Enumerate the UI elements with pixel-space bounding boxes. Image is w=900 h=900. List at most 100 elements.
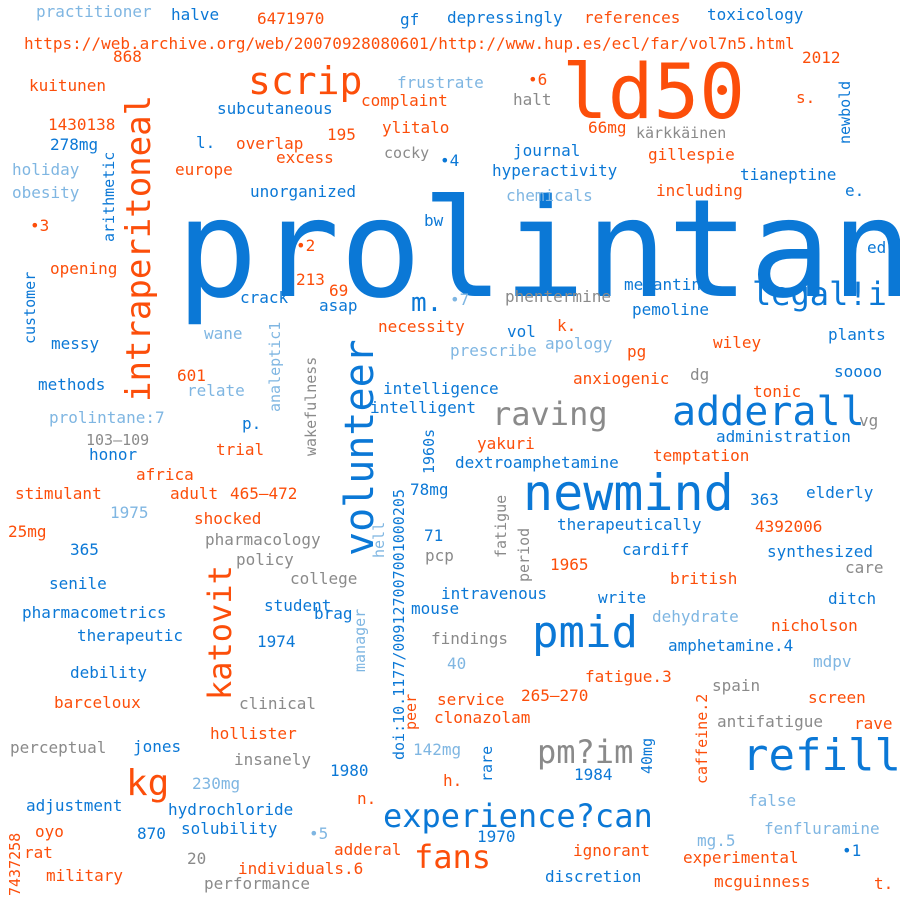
- word: adjustment: [26, 796, 123, 815]
- word: dehydrate: [652, 607, 739, 626]
- word: perceptual: [10, 738, 107, 757]
- word: solubility: [181, 819, 278, 838]
- word: pm?im: [537, 733, 634, 771]
- word: t.: [874, 874, 894, 893]
- word: 230mg: [192, 774, 241, 793]
- word: •3: [30, 216, 50, 235]
- word: journal: [513, 141, 581, 160]
- word: 103–109: [86, 431, 150, 449]
- word: complaint: [361, 91, 448, 110]
- word: bw: [424, 211, 444, 230]
- word: fenfluramine: [764, 819, 880, 838]
- word: trial: [216, 440, 265, 459]
- word: 7437258: [6, 832, 24, 896]
- word: 195: [327, 125, 356, 144]
- word: adderall: [672, 389, 865, 435]
- word: dg: [690, 365, 710, 384]
- word: •2: [296, 236, 316, 255]
- word: wane: [204, 324, 243, 343]
- word: legal!i: [752, 275, 887, 313]
- word: prolintane:7: [49, 408, 165, 427]
- word: hydrochloride: [168, 800, 294, 819]
- word: memantine: [624, 275, 711, 294]
- word: elderly: [806, 483, 874, 502]
- word: 2012: [802, 48, 841, 67]
- word: write: [598, 588, 647, 607]
- word: wakefulness: [302, 356, 320, 456]
- word: adderal: [334, 840, 402, 859]
- word: necessity: [378, 317, 465, 336]
- word: debility: [70, 663, 148, 682]
- word: intraperitoneal: [119, 94, 159, 402]
- word: 213: [296, 270, 325, 289]
- word: therapeutically: [557, 515, 702, 534]
- word: fatigue.3: [585, 667, 672, 686]
- word: phentermine: [505, 287, 611, 306]
- word: 1970: [477, 827, 516, 846]
- word: scrip: [248, 59, 363, 103]
- word: relate: [187, 381, 245, 400]
- word: 1984: [574, 765, 613, 784]
- word: ignorant: [573, 841, 651, 860]
- word: analeptic1: [266, 321, 284, 412]
- word: pcp: [425, 546, 454, 565]
- word: wiley: [713, 333, 762, 352]
- word: p.: [242, 414, 262, 433]
- word: e.: [845, 181, 865, 200]
- word: mcguinness: [714, 872, 811, 891]
- word: k.: [557, 316, 577, 335]
- word: asap: [319, 296, 358, 315]
- word: screen: [808, 688, 866, 707]
- word: 365: [70, 540, 99, 559]
- word: tianeptine: [740, 165, 837, 184]
- word: college: [290, 569, 358, 588]
- word: findings: [431, 629, 509, 648]
- word: mdpv: [813, 652, 852, 671]
- word: fatigue: [492, 494, 510, 558]
- word: overlap: [236, 134, 304, 153]
- word: administration: [716, 427, 851, 446]
- word: kg: [126, 763, 170, 804]
- word: yakuri: [477, 434, 535, 453]
- word: kärkkäinen: [636, 124, 727, 142]
- word: 265–270: [521, 686, 589, 705]
- word: mouse: [411, 599, 460, 618]
- word: intelligent: [370, 398, 476, 417]
- word: cardiff: [622, 540, 690, 559]
- word: mg.5: [697, 831, 736, 850]
- word: adult: [170, 484, 219, 503]
- word: s.: [796, 88, 816, 107]
- word: h.: [443, 771, 463, 790]
- word: intelligence: [383, 379, 499, 398]
- word: student: [264, 596, 332, 615]
- word: •6: [528, 70, 548, 89]
- word: prescribe: [450, 341, 537, 360]
- word: prolintane: [176, 171, 900, 329]
- word: honor: [89, 445, 138, 464]
- word: stimulant: [15, 484, 102, 503]
- word: messy: [51, 334, 100, 353]
- word: discretion: [545, 867, 642, 886]
- word: raving: [492, 395, 608, 433]
- word: therapeutic: [77, 626, 183, 645]
- word: katovit: [201, 565, 239, 700]
- word: false: [748, 791, 797, 810]
- word: methods: [38, 375, 106, 394]
- word: 4392006: [755, 517, 823, 536]
- word: references: [584, 8, 681, 27]
- word: amphetamine.4: [668, 636, 794, 655]
- word: oyo: [35, 822, 64, 841]
- word: 1974: [257, 632, 296, 651]
- word: kuitunen: [29, 76, 107, 95]
- word: hyperactivity: [492, 161, 618, 180]
- word: soooo: [834, 362, 883, 381]
- word: senile: [49, 574, 107, 593]
- word: shocked: [194, 509, 262, 528]
- word: hell: [370, 521, 388, 558]
- word: 142mg: [413, 740, 462, 759]
- word: vg: [859, 411, 879, 430]
- word: caffeine.2: [693, 693, 711, 784]
- word: l.: [196, 133, 216, 152]
- word: military: [46, 866, 124, 885]
- word: cocky: [384, 144, 430, 162]
